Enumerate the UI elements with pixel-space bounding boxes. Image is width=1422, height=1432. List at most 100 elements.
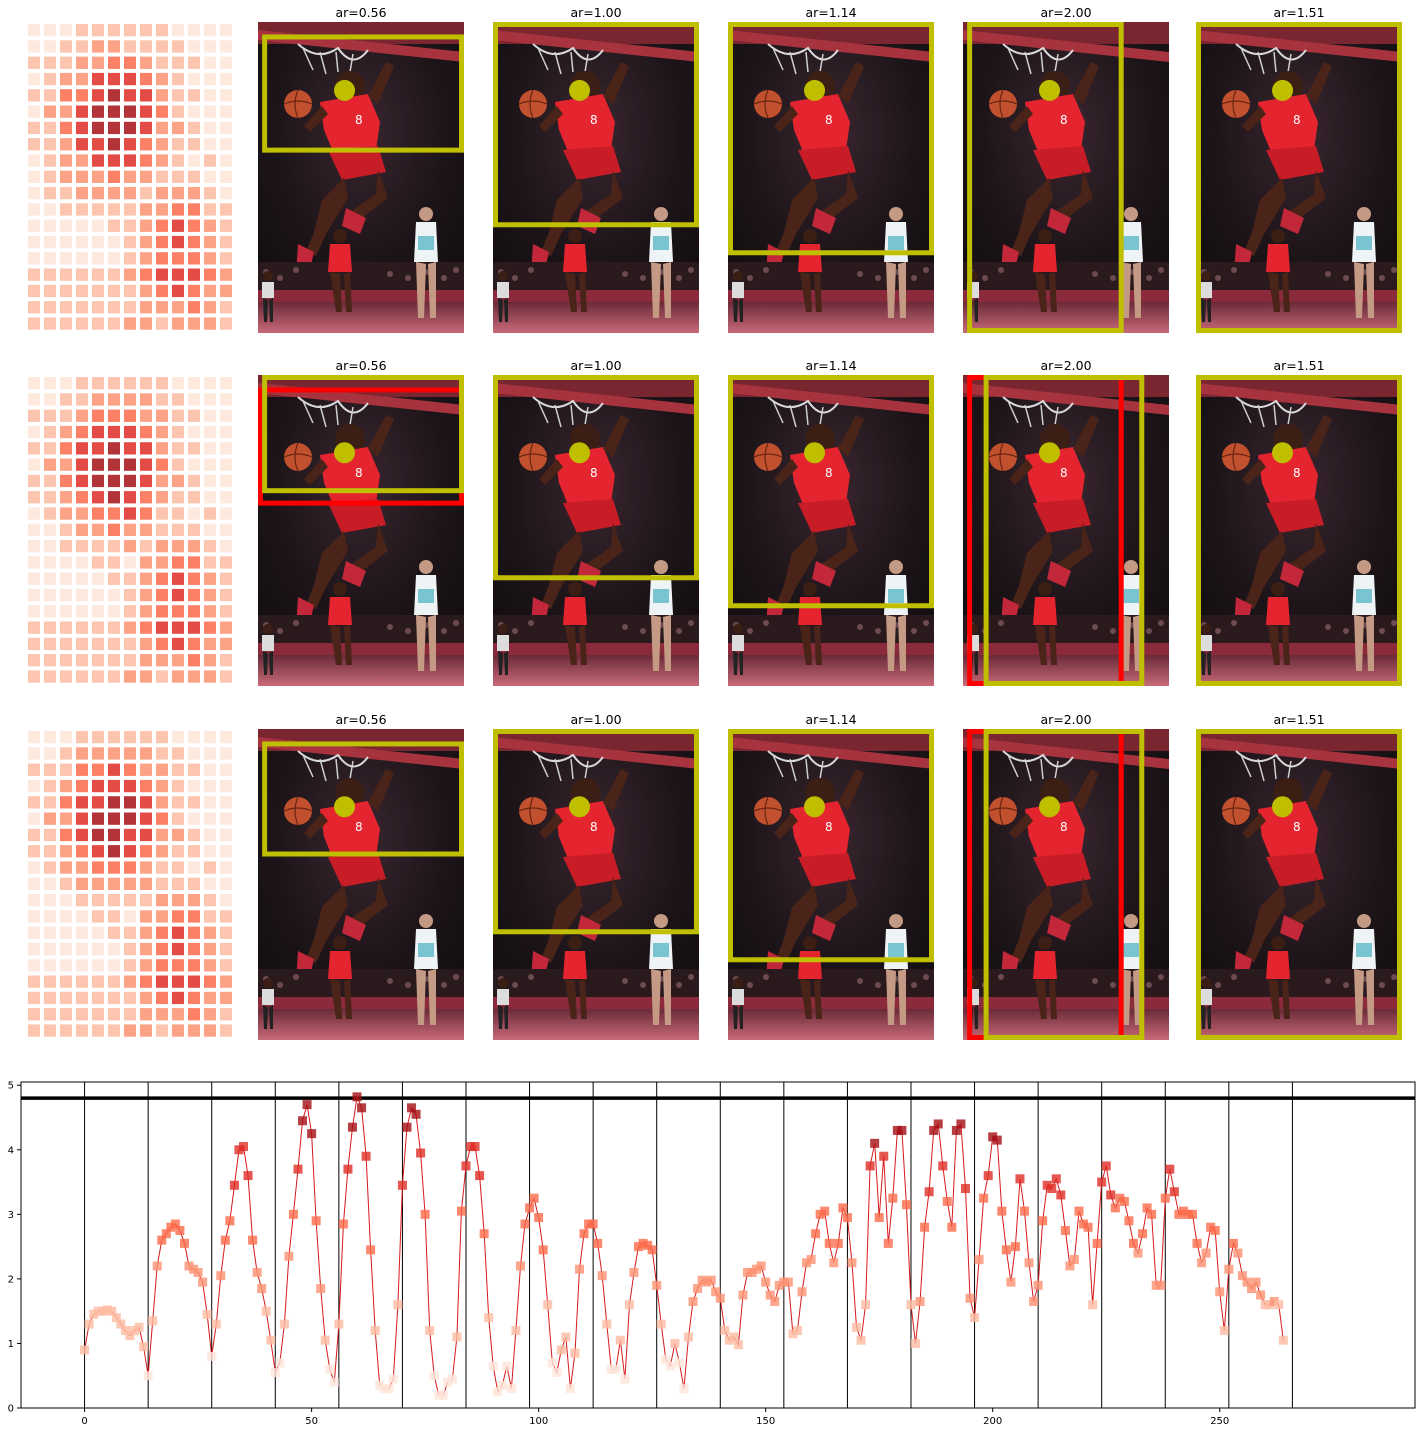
grid-cell bbox=[124, 24, 136, 37]
grid-cell bbox=[124, 654, 136, 667]
data-point bbox=[139, 1342, 149, 1352]
grid-cell bbox=[44, 491, 56, 504]
data-point bbox=[842, 1213, 852, 1223]
data-point bbox=[674, 1358, 684, 1368]
data-point bbox=[1274, 1300, 1284, 1310]
data-point bbox=[379, 1384, 389, 1394]
grid-cell bbox=[204, 187, 216, 200]
grid-cell bbox=[76, 959, 88, 972]
grid-cell bbox=[124, 442, 136, 455]
grid-cell bbox=[92, 812, 104, 825]
grid-cell bbox=[156, 409, 168, 422]
photo: 8 bbox=[963, 729, 1169, 1040]
grid-cell bbox=[172, 861, 184, 874]
grid-cell bbox=[172, 24, 184, 37]
data-point bbox=[1206, 1222, 1216, 1232]
grid-cell bbox=[204, 105, 216, 118]
crop-panel: 8 ar=2.00 bbox=[963, 712, 1169, 1040]
grid-cell bbox=[204, 409, 216, 422]
grid-cell bbox=[28, 203, 40, 216]
grid-cell bbox=[140, 926, 152, 939]
grid-cell bbox=[108, 442, 120, 455]
grid-cell bbox=[76, 268, 88, 281]
grid-cell bbox=[28, 654, 40, 667]
grid-cell bbox=[172, 40, 184, 53]
grid-cell bbox=[140, 24, 152, 37]
grid-cell bbox=[140, 425, 152, 439]
data-point bbox=[1015, 1174, 1025, 1184]
crop-panel: 8 ar=0.56 bbox=[258, 358, 465, 686]
data-point bbox=[761, 1277, 771, 1287]
data-point bbox=[338, 1219, 348, 1229]
grid-cell bbox=[172, 121, 184, 135]
image-row: 8 ar=0.56 bbox=[28, 358, 1402, 686]
data-point bbox=[1006, 1277, 1016, 1287]
grid-cell bbox=[28, 393, 40, 406]
grid-cell bbox=[76, 796, 88, 809]
data-point bbox=[979, 1193, 989, 1203]
grid-cell bbox=[92, 105, 104, 118]
grid-cell bbox=[76, 56, 88, 69]
grid-cell bbox=[44, 121, 56, 135]
grid-cell bbox=[172, 507, 184, 520]
grid-cell bbox=[28, 377, 40, 390]
grid-cell bbox=[60, 121, 72, 135]
grid-cell bbox=[60, 268, 72, 281]
grid-cell bbox=[204, 56, 216, 69]
grid-cell bbox=[76, 203, 88, 216]
data-point bbox=[157, 1235, 167, 1245]
grid-cell bbox=[76, 409, 88, 422]
data-point bbox=[856, 1335, 866, 1345]
grid-cell bbox=[124, 812, 136, 825]
focus-dot bbox=[804, 79, 826, 101]
grid-cell bbox=[172, 540, 184, 553]
panel-title: ar=0.56 bbox=[335, 5, 386, 20]
grid-cell bbox=[124, 268, 136, 281]
data-point bbox=[575, 1264, 585, 1274]
grid-cell bbox=[172, 409, 184, 422]
grid-cell bbox=[44, 252, 56, 265]
grid-cell bbox=[124, 845, 136, 858]
data-point bbox=[1088, 1300, 1098, 1310]
grid-cell bbox=[204, 523, 216, 536]
data-point bbox=[929, 1125, 939, 1135]
grid-cell bbox=[124, 235, 136, 249]
grid-cell bbox=[172, 72, 184, 86]
data-point bbox=[375, 1380, 385, 1390]
grid-cell bbox=[108, 154, 120, 167]
grid-cell bbox=[76, 910, 88, 923]
data-point bbox=[956, 1119, 966, 1129]
grid-cell bbox=[124, 572, 136, 585]
data-point bbox=[148, 1316, 158, 1326]
grid-cell bbox=[140, 121, 152, 135]
data-point bbox=[1142, 1203, 1152, 1213]
grid-cell bbox=[76, 975, 88, 988]
grid-cell bbox=[156, 942, 168, 956]
data-point bbox=[311, 1216, 321, 1226]
grid-cell bbox=[204, 507, 216, 520]
grid-cell bbox=[60, 763, 72, 776]
grid-cell bbox=[204, 670, 216, 683]
grid-cell bbox=[28, 588, 40, 602]
grid-cell bbox=[92, 747, 104, 760]
grid-cell bbox=[156, 24, 168, 37]
data-point bbox=[270, 1367, 280, 1377]
grid-cell bbox=[28, 491, 40, 504]
grid-cell bbox=[28, 572, 40, 585]
grid-cell bbox=[28, 170, 40, 183]
data-point bbox=[1124, 1216, 1134, 1226]
grid-cell bbox=[204, 763, 216, 776]
grid-cell bbox=[124, 72, 136, 86]
panel-title: ar=1.00 bbox=[570, 358, 621, 373]
grid-cell bbox=[156, 861, 168, 874]
data-point bbox=[802, 1258, 812, 1268]
grid-cell bbox=[172, 654, 184, 667]
grid-cell bbox=[28, 845, 40, 858]
grid-cell bbox=[156, 72, 168, 86]
grid-cell bbox=[156, 187, 168, 200]
data-point bbox=[166, 1222, 176, 1232]
y-tick-label: 0 bbox=[8, 1404, 14, 1415]
grid-cell bbox=[204, 991, 216, 1005]
grid-cell bbox=[220, 828, 232, 842]
data-point bbox=[238, 1142, 248, 1152]
